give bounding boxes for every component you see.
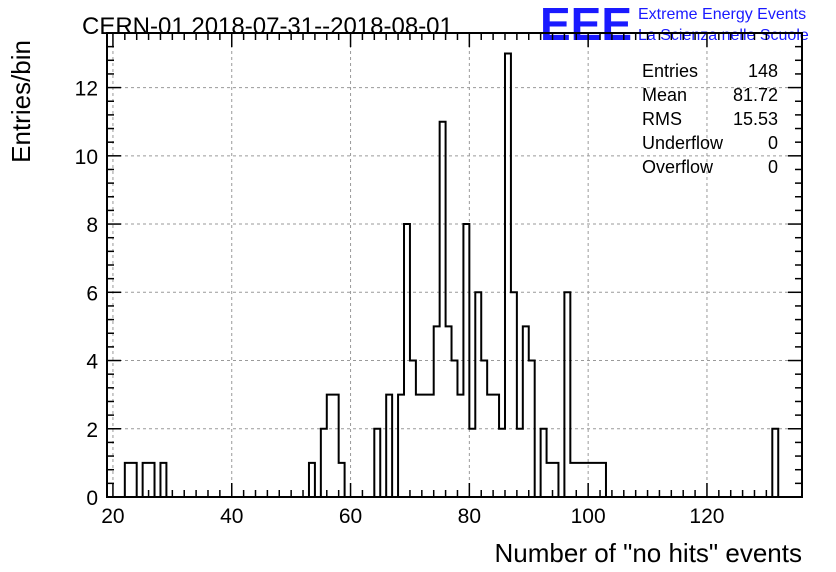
stats-value: 0 — [768, 157, 778, 177]
stats-box: Entries 148 Mean 81.72 RMS 15.53 Underflow 0 Ove… — [642, 61, 778, 177]
plot-frame — [106, 32, 803, 498]
x-axis-ticks: 20 40 60 80 100 120 — [101, 33, 768, 528]
logo-line-2: La Scienza nelle Scuole — [638, 27, 809, 44]
y-tick-label: 0 — [86, 487, 98, 510]
x-tick-label: 120 — [689, 505, 724, 528]
histogram-bin — [457, 395, 463, 497]
stats-value: 81.72 — [733, 85, 778, 105]
histogram-bin — [499, 429, 505, 497]
histogram-bin — [547, 463, 553, 497]
eee-logo-mark: EEE — [540, 0, 632, 50]
x-tick-label: 20 — [101, 505, 124, 528]
histogram-bin — [428, 395, 434, 497]
histogram-bin — [469, 429, 475, 497]
histogram-bin — [487, 395, 493, 497]
grid-lines — [107, 33, 802, 497]
stats-label: Overflow — [642, 157, 714, 177]
histogram-bin — [416, 395, 422, 497]
y-tick-label: 2 — [86, 419, 98, 442]
histogram-bin — [517, 429, 523, 497]
stats-value: 15.53 — [733, 109, 778, 129]
x-tick-label: 80 — [458, 505, 481, 528]
y-tick-label: 12 — [75, 78, 98, 101]
histogram-bin — [576, 463, 582, 497]
histogram-bin — [594, 463, 600, 497]
y-tick-label: 10 — [75, 146, 98, 169]
stats-label: RMS — [642, 109, 682, 129]
logo-line-1: Extreme Energy Events — [638, 6, 806, 23]
y-tick-label: 6 — [86, 282, 98, 305]
stats-value: 148 — [748, 61, 778, 81]
histogram-bin — [422, 395, 428, 497]
x-tick-label: 100 — [571, 505, 606, 528]
stats-label: Underflow — [642, 133, 724, 153]
plot-border — [106, 32, 803, 498]
stats-label: Entries — [642, 61, 698, 81]
y-axis-ticks: 0 2 4 6 8 10 12 — [75, 45, 802, 510]
x-axis-title: Number of "no hits" events — [495, 538, 803, 568]
y-tick-label: 8 — [86, 214, 98, 237]
eee-logo: EEE Extreme Energy Events La Scienza nel… — [540, 0, 809, 50]
stats-label: Mean — [642, 85, 687, 105]
histogram-bin — [570, 463, 576, 497]
y-tick-label: 4 — [86, 351, 98, 374]
stats-value: 0 — [768, 133, 778, 153]
histogram-bin — [588, 463, 594, 497]
y-axis-title: Entries/bin — [6, 40, 36, 163]
x-tick-label: 60 — [339, 505, 362, 528]
histogram-outline — [107, 52, 802, 498]
x-tick-label: 40 — [220, 505, 243, 528]
histogram-bin — [582, 463, 588, 497]
